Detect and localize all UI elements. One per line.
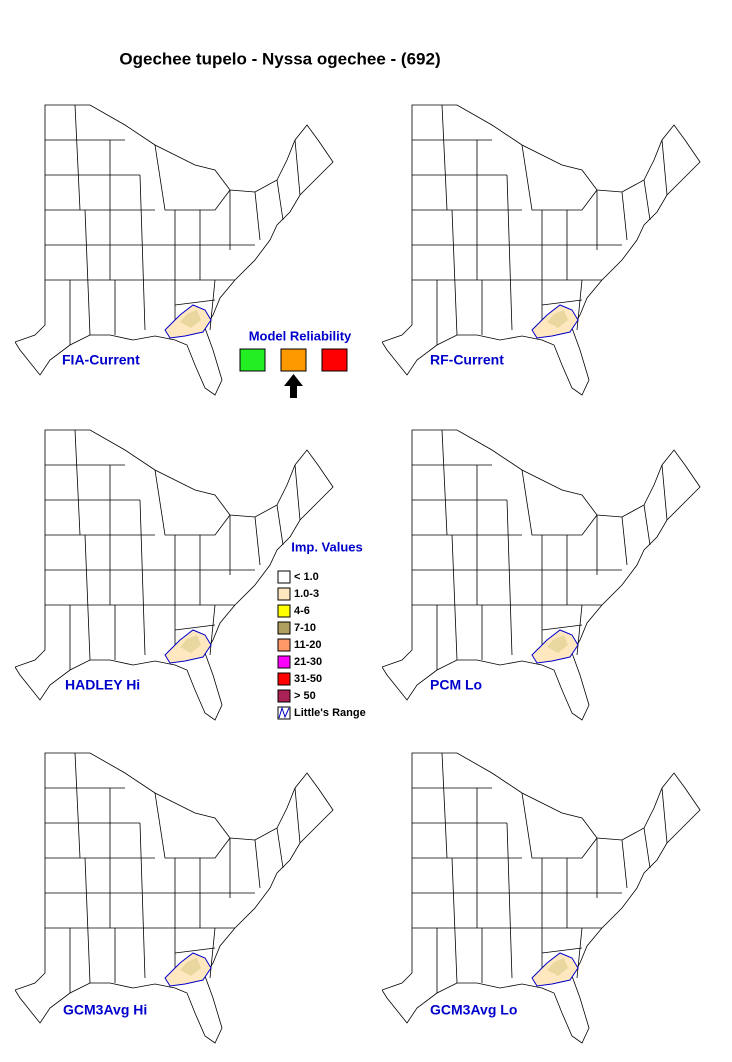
map-panel: PCM Lo [382, 430, 700, 720]
panel-label: FIA-Current [62, 352, 140, 368]
legend-label: 1.0-3 [294, 588, 319, 600]
panel-label: GCM3Avg Hi [63, 1002, 147, 1018]
reliability-box [321, 348, 348, 372]
reliability-box [239, 348, 266, 372]
title: Ogechee tupelo - Nyssa ogechee - (692) [119, 49, 440, 68]
map-panel: RF-Current [382, 105, 700, 395]
map-panel: GCM3Avg Hi [15, 753, 333, 1043]
legend-label: > 50 [294, 690, 316, 702]
reliability-box [280, 348, 307, 372]
legend-label: < 1.0 [294, 571, 319, 583]
map [382, 753, 700, 1043]
panel-label: PCM Lo [430, 677, 482, 693]
legend-title: Imp. Values [291, 539, 363, 554]
legend-swatch [277, 689, 291, 703]
legend-label: Little's Range [294, 707, 366, 719]
map-panel: FIA-Current [15, 105, 333, 395]
legend-swatch [277, 621, 291, 635]
legend-label: 7-10 [294, 622, 316, 634]
legend-swatch [277, 655, 291, 669]
map [15, 753, 333, 1043]
legend-label: 4-6 [294, 605, 310, 617]
reliability-arrow [284, 374, 303, 398]
legend-label: 11-20 [294, 639, 322, 651]
map-panel: GCM3Avg Lo [382, 753, 700, 1043]
panel-label: RF-Current [430, 352, 504, 368]
map-panel: HADLEY Hi [15, 430, 333, 720]
legend-label: 21-30 [294, 656, 322, 668]
legend-range-line [278, 706, 290, 719]
panel-label: HADLEY Hi [65, 677, 140, 693]
panel-label: GCM3Avg Lo [430, 1002, 517, 1018]
reliability-title: Model Reliability [249, 328, 352, 343]
legend-swatch [277, 570, 291, 584]
legend-label: 31-50 [294, 673, 322, 685]
legend-swatch [277, 672, 291, 686]
legend-swatch [277, 604, 291, 618]
legend-swatch [277, 638, 291, 652]
legend-swatch [277, 587, 291, 601]
